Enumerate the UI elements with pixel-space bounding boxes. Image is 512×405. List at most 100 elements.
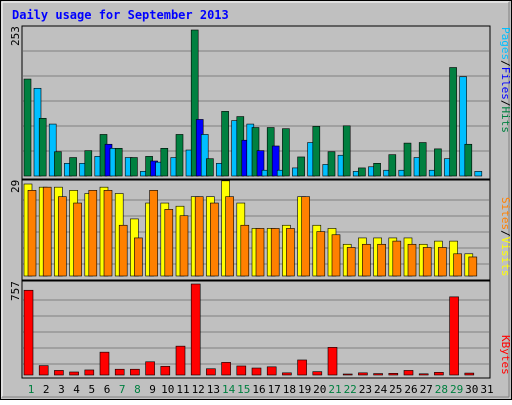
bar-hits-day-25 (388, 154, 397, 177)
bar-sites-day-18 (286, 228, 295, 277)
bar-hits-day-19 (297, 156, 305, 177)
bar-kbytes-day-25 (388, 373, 399, 376)
bar-sites-day-8 (134, 237, 143, 277)
bar-kbytes-day-2 (38, 365, 49, 376)
bar-kbytes-day-19 (297, 359, 307, 376)
panel-top-grid (23, 50, 489, 152)
bar-kbytes-day-12 (190, 283, 201, 376)
bar-sites-day-7 (118, 224, 128, 277)
bar-kbytes-day-20 (312, 371, 323, 376)
bar-hits-day-28 (434, 148, 442, 177)
x-tick-label-day-17: 17 (268, 383, 281, 396)
bar-hits-day-29 (449, 67, 457, 177)
bar-sites-day-25 (392, 240, 402, 277)
bar-hits-day-8 (130, 157, 138, 177)
bar-sites-day-16 (255, 228, 265, 277)
panel-kbytes: 757 KBytes (9, 280, 512, 379)
panel-top-bars (23, 29, 483, 177)
bar-kbytes-day-9 (145, 361, 155, 376)
bar-hits-day-26 (403, 142, 412, 177)
bar-kbytes-day-30 (464, 372, 475, 376)
x-tick-label-day-20: 20 (313, 383, 326, 396)
bar-sites-day-14 (225, 196, 234, 277)
bar-hits-day-23 (358, 167, 366, 177)
bar-hits-day-21 (327, 151, 336, 177)
bar-hits-day-22 (342, 125, 351, 177)
bar-hits-day-20 (312, 126, 321, 177)
bar-kbytes-day-7 (114, 368, 125, 376)
bar-pages-day-2 (48, 123, 57, 177)
bar-sites-day-12 (194, 196, 204, 277)
bar-pages-day-12 (200, 134, 209, 177)
bar-kbytes-day-4 (69, 371, 79, 376)
bar-sites-day-23 (362, 243, 371, 277)
bar-hits-day-3 (54, 151, 62, 177)
bar-kbytes-day-21 (327, 347, 338, 376)
x-tick-label-day-12: 12 (192, 383, 205, 396)
label-pages: Pages (499, 27, 512, 60)
bar-pages-day-29 (459, 76, 467, 177)
bar-sites-day-19 (301, 196, 310, 277)
panel-mid-max-label: 29 (9, 180, 22, 193)
panel-pages-files-hits: 253 Pages/Files/Hits (9, 25, 512, 180)
label-hits: Hits (499, 107, 512, 134)
label-visits: Visits (499, 237, 512, 277)
x-tick-label-day-25: 25 (389, 383, 402, 396)
bar-kbytes-day-27 (418, 373, 429, 376)
bar-hits-day-2 (38, 117, 47, 177)
bar-kbytes-day-5 (84, 369, 95, 376)
x-tick-label-day-30: 30 (465, 383, 478, 396)
chart-title: Daily usage for September 2013 (12, 8, 229, 22)
panel-mid-bars (23, 180, 478, 277)
x-tick-label-day-26: 26 (404, 383, 417, 396)
bar-kbytes-day-3 (54, 370, 64, 376)
bar-sites-day-13 (210, 202, 219, 277)
x-tick-label-day-21: 21 (328, 383, 341, 396)
x-tick-label-day-11: 11 (176, 383, 189, 396)
bar-kbytes-day-23 (358, 372, 368, 376)
label-separator: / (499, 230, 512, 237)
bar-sites-day-26 (407, 243, 417, 277)
x-tick-label-day-13: 13 (207, 383, 220, 396)
bar-kbytes-day-17 (266, 366, 277, 376)
bar-hits-day-12 (190, 29, 199, 177)
x-axis-day-labels: 1 2 3 4 5 6 7 8 9 10 11 12 13 14 15 16 17 18 19 20 21 22 23 24 2… (28, 383, 494, 396)
x-tick-label-day-3: 3 (58, 383, 65, 396)
bar-hits-day-11 (175, 134, 184, 177)
panel-bot-max-label: 757 (9, 281, 22, 301)
x-tick-label-day-29: 29 (450, 383, 463, 396)
bar-kbytes-day-26 (403, 370, 414, 376)
bar-hits-day-1 (23, 78, 32, 177)
bar-sites-day-21 (331, 234, 341, 277)
bar-kbytes-day-8 (130, 368, 140, 376)
bar-sites-day-6 (103, 190, 113, 277)
x-tick-label-day-1: 1 (28, 383, 35, 396)
bar-hits-day-24 (373, 163, 381, 177)
bar-kbytes-day-22 (342, 373, 353, 376)
bar-kbytes-day-1 (23, 289, 34, 376)
x-tick-label-day-16: 16 (252, 383, 265, 396)
bar-pages-day-30 (474, 171, 483, 177)
bar-sites-day-29 (453, 253, 462, 277)
panel-sites-visits: 29 Sites/Visits (9, 179, 512, 281)
bar-kbytes-day-13 (206, 368, 216, 376)
bar-kbytes-day-11 (175, 345, 186, 376)
bar-sites-day-5 (88, 190, 98, 277)
panel-bot-grid (23, 299, 489, 365)
panel-top-right-label: Pages/Files/Hits (499, 27, 512, 133)
x-tick-label-day-5: 5 (88, 383, 95, 396)
bar-sites-day-15 (240, 224, 250, 277)
x-tick-label-day-4: 4 (73, 383, 80, 396)
x-tick-label-day-14: 14 (222, 383, 236, 396)
bar-hits-day-14 (221, 111, 229, 177)
bar-kbytes-day-18 (282, 372, 292, 376)
bar-sites-day-27 (422, 247, 432, 277)
bar-hits-day-27 (418, 142, 427, 177)
bar-sites-day-22 (346, 247, 356, 277)
bar-hits-day-5 (84, 150, 93, 177)
bar-kbytes-day-15 (236, 365, 247, 376)
bar-sites-day-3 (58, 196, 67, 277)
bar-kbytes-day-28 (434, 372, 444, 376)
